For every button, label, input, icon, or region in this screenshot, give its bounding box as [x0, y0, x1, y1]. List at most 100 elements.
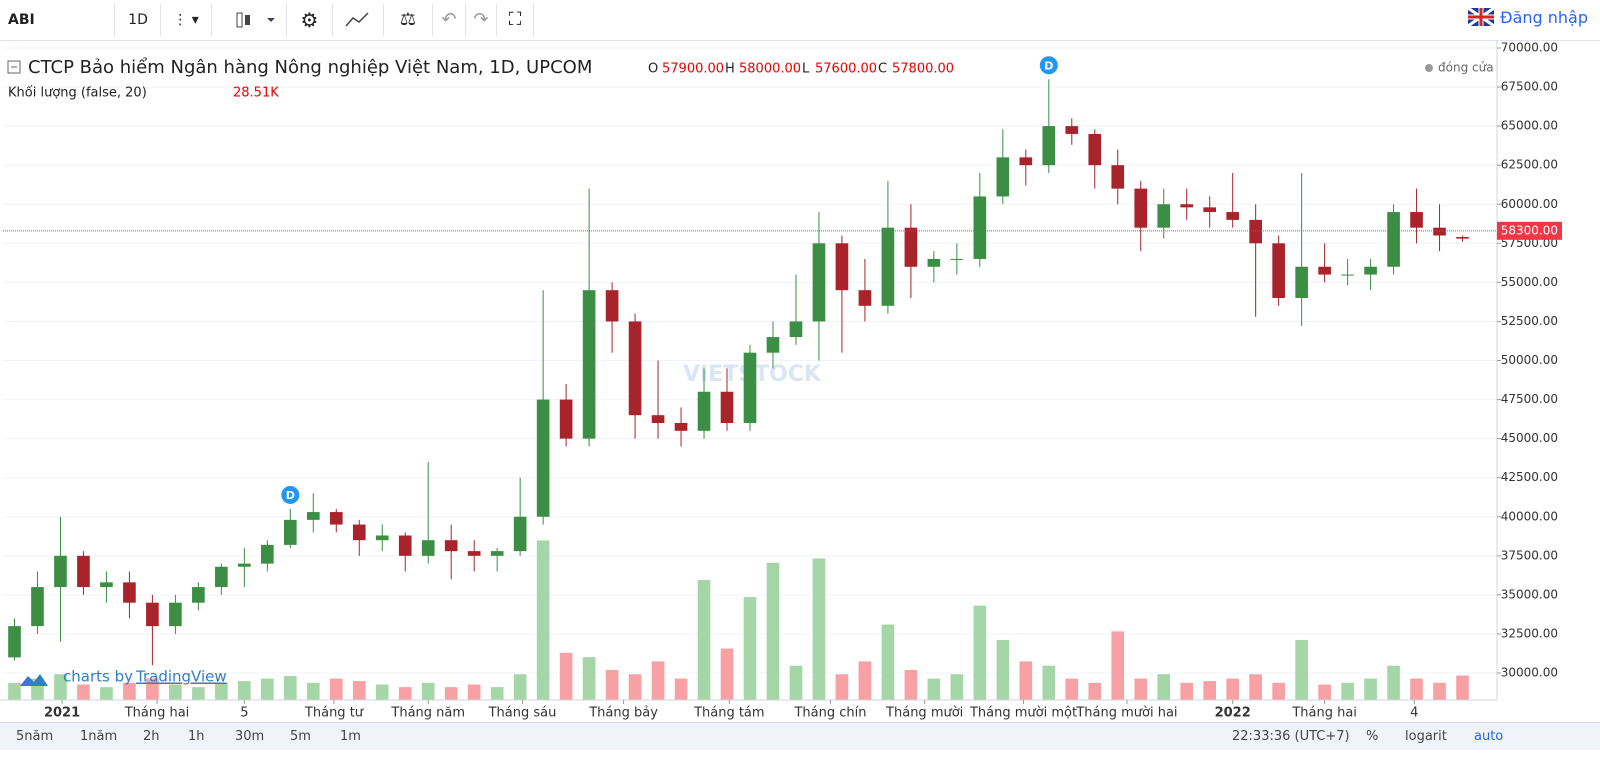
volume-bar	[1341, 682, 1354, 700]
volume-bar	[8, 682, 21, 700]
y-tick-label: 70000.00	[1501, 41, 1558, 55]
compare-button[interactable]: ⚖	[384, 4, 433, 36]
y-tick-label: 35000.00	[1501, 587, 1558, 601]
y-tick-label: 30000.00	[1501, 666, 1558, 680]
x-tick-label: Tháng năm	[390, 706, 465, 721]
candle-body	[536, 399, 550, 517]
y-tick-label: 50000.00	[1501, 353, 1558, 367]
volume-bar	[1203, 681, 1217, 700]
volume-bar	[352, 681, 366, 700]
x-tick-label: Tháng tám	[693, 706, 765, 721]
volume-bar	[490, 687, 504, 700]
candle-body	[8, 626, 21, 658]
close-value: 57800.00	[892, 62, 954, 77]
indicators-button[interactable]	[333, 4, 384, 36]
candle-body	[950, 258, 964, 260]
volume-bar	[77, 684, 90, 700]
x-tick-label: Tháng mười	[885, 706, 963, 721]
candle-body	[904, 227, 918, 267]
event-marker	[281, 485, 300, 504]
log-toggle[interactable]: logarit	[1405, 729, 1447, 744]
volume-bar	[1088, 682, 1102, 700]
login-text[interactable]: Đăng nhập	[1500, 8, 1588, 27]
interval-menu[interactable]: ⋮ ▾	[161, 4, 212, 36]
flag-icon	[1467, 6, 1496, 28]
login-link[interactable]: Đăng nhập	[1467, 6, 1588, 28]
volume-bar	[720, 648, 734, 700]
event-marker	[1039, 56, 1058, 75]
range-button[interactable]: 5năm	[16, 729, 54, 744]
candle-body	[1157, 204, 1171, 228]
redo-button[interactable]: ↷	[466, 4, 497, 36]
volume-bar	[789, 665, 803, 700]
candle-body	[352, 524, 366, 541]
close-key: C	[878, 62, 887, 77]
candle-body	[1180, 204, 1194, 208]
range-button[interactable]: 2h	[143, 729, 160, 744]
candle-body	[927, 258, 941, 267]
chart-style-button[interactable]	[212, 4, 287, 36]
x-tick-label: Tháng bảy	[588, 706, 658, 721]
high-value: 58000.00	[739, 62, 801, 77]
candle-body	[1410, 212, 1423, 228]
credit-link[interactable]: TradingView	[135, 668, 227, 686]
volume-bar	[467, 684, 481, 700]
chart-title: CTCP Bảo hiểm Ngân hàng Nông nghiệp Việt…	[28, 57, 592, 78]
range-button[interactable]: 30m	[235, 729, 265, 744]
volume-bar	[582, 657, 596, 700]
undo-button[interactable]: ↶	[433, 4, 466, 36]
x-tick-label: Tháng hai	[124, 706, 190, 721]
candle-body	[881, 227, 895, 306]
volume-bar	[996, 639, 1010, 700]
volume-bar	[513, 674, 527, 700]
plot-layer	[3, 47, 1497, 700]
candle-body	[192, 587, 205, 603]
open-value: 57900.00	[662, 62, 724, 77]
auto-toggle[interactable]: auto	[1474, 729, 1504, 744]
volume-bar	[697, 579, 711, 700]
candle-body	[674, 423, 688, 431]
volume-bar	[835, 674, 849, 700]
candle-body	[720, 391, 734, 423]
interval-button[interactable]: 1D	[116, 4, 161, 36]
candle-body	[628, 321, 642, 416]
candle-body	[858, 290, 872, 306]
volume-bar	[375, 684, 389, 700]
candle-body	[513, 516, 527, 552]
x-tick-label: Tháng hai	[1291, 706, 1357, 721]
candle-body	[169, 602, 182, 627]
fullscreen-button[interactable]: ⛶	[497, 4, 534, 36]
collapse-icon[interactable]	[7, 60, 21, 74]
settings-button[interactable]: ⚙	[287, 4, 333, 36]
clock: 22:33:36 (UTC+7)	[1232, 729, 1350, 744]
candle-body	[812, 243, 826, 322]
candle-body	[1249, 219, 1262, 244]
volume-bar	[1019, 661, 1033, 700]
x-tick-label: Tháng mười hai	[1075, 706, 1177, 721]
volume-bar	[192, 687, 205, 700]
candle-body	[1226, 212, 1239, 220]
y-tick-label: 65000.00	[1501, 119, 1558, 133]
volume-bar	[605, 669, 619, 700]
y-tick-label: 45000.00	[1501, 431, 1558, 445]
volume-bar	[1456, 675, 1469, 700]
x-tick-label: Tháng sáu	[488, 706, 557, 721]
status-dot	[1425, 64, 1433, 72]
candle-body	[835, 243, 849, 291]
range-button[interactable]: 1m	[340, 729, 361, 744]
candle-body	[31, 587, 44, 627]
percent-toggle[interactable]: %	[1366, 729, 1379, 744]
volume-bar	[100, 687, 113, 700]
symbol-input[interactable]: ABI	[0, 4, 115, 36]
volume-bar	[1433, 682, 1446, 700]
open-key: O	[648, 62, 658, 77]
volume-bar	[215, 682, 228, 700]
volume-bar	[421, 682, 435, 700]
candle-body	[467, 551, 481, 556]
axis-layer: 30000.00 32500.00 35000.00 37500.00 40000.00…	[3, 41, 1562, 721]
range-button[interactable]: 1h	[188, 729, 205, 744]
volume-bar	[674, 678, 688, 700]
range-button[interactable]: 5m	[290, 729, 311, 744]
range-button[interactable]: 1năm	[80, 729, 118, 744]
volume-bar	[950, 674, 964, 700]
